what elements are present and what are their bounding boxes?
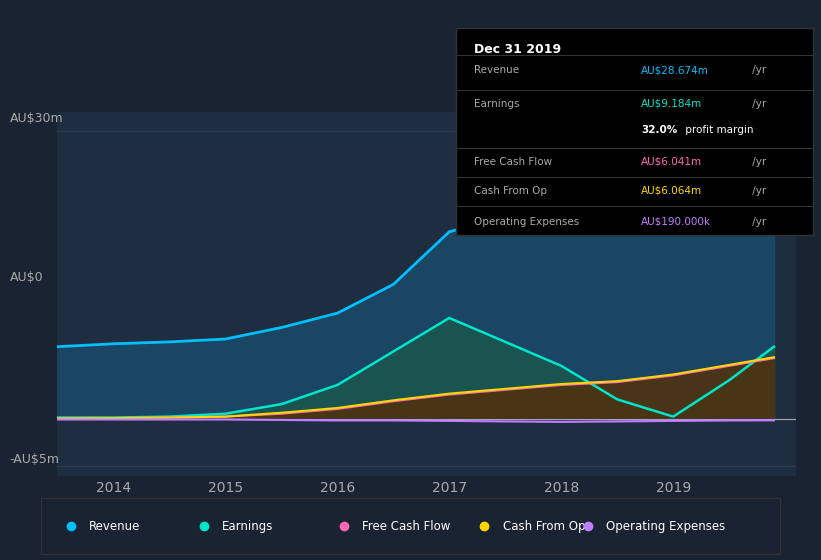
Text: /yr: /yr (749, 186, 766, 195)
Text: /yr: /yr (749, 157, 766, 167)
Text: Revenue: Revenue (89, 520, 140, 533)
Text: /yr: /yr (749, 217, 766, 227)
Text: AU$6.041m: AU$6.041m (641, 157, 703, 167)
Text: 32.0%: 32.0% (641, 124, 677, 134)
Text: AU$190.000k: AU$190.000k (641, 217, 711, 227)
Text: AU$28.674m: AU$28.674m (641, 66, 709, 76)
Text: Cash From Op: Cash From Op (474, 186, 547, 195)
Text: -AU$5m: -AU$5m (10, 453, 59, 466)
Text: AU$9.184m: AU$9.184m (641, 99, 703, 109)
Text: Operating Expenses: Operating Expenses (474, 217, 579, 227)
Text: AU$6.064m: AU$6.064m (641, 186, 703, 195)
Text: /yr: /yr (749, 99, 766, 109)
Text: Revenue: Revenue (474, 66, 519, 76)
Text: AU$30m: AU$30m (10, 112, 63, 125)
Text: Earnings: Earnings (474, 99, 519, 109)
Text: Dec 31 2019: Dec 31 2019 (474, 43, 561, 55)
Text: /yr: /yr (749, 66, 766, 76)
Text: Free Cash Flow: Free Cash Flow (363, 520, 451, 533)
Text: Operating Expenses: Operating Expenses (606, 520, 726, 533)
Text: Free Cash Flow: Free Cash Flow (474, 157, 552, 167)
Text: profit margin: profit margin (682, 124, 754, 134)
Text: Earnings: Earnings (222, 520, 273, 533)
Text: Cash From Op: Cash From Op (502, 520, 585, 533)
Text: AU$0: AU$0 (10, 271, 43, 284)
